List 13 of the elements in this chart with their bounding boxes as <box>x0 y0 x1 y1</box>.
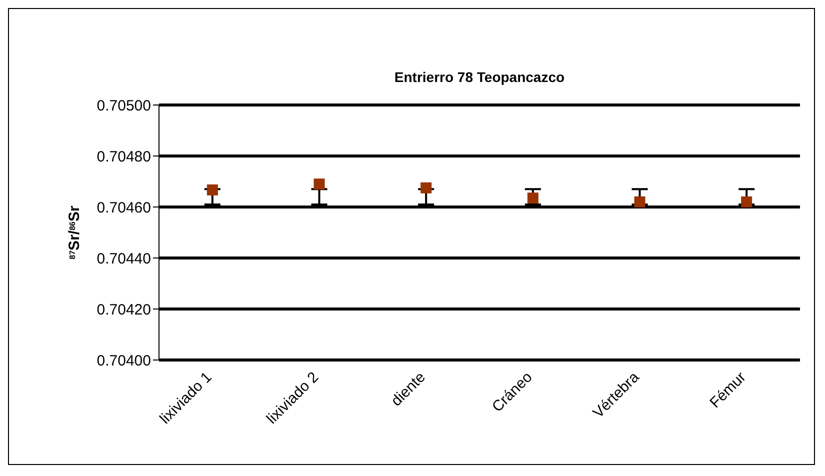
point <box>206 184 218 196</box>
point <box>741 196 752 208</box>
point <box>527 192 538 204</box>
point <box>420 182 432 194</box>
chart-title: Entrierro 78 Teopancazco <box>393 69 566 85</box>
point <box>634 196 646 208</box>
y-tick-label: 0.70480 <box>96 148 151 166</box>
y-tick-label: 0.70400 <box>96 352 151 370</box>
y-tick-label: 0.70460 <box>96 199 151 216</box>
y-tick-label: 0.70440 <box>96 250 151 268</box>
y-tick-label: 0.70420 <box>96 301 151 318</box>
point <box>314 178 325 190</box>
y-tick-label: 0.70500 <box>96 97 151 114</box>
